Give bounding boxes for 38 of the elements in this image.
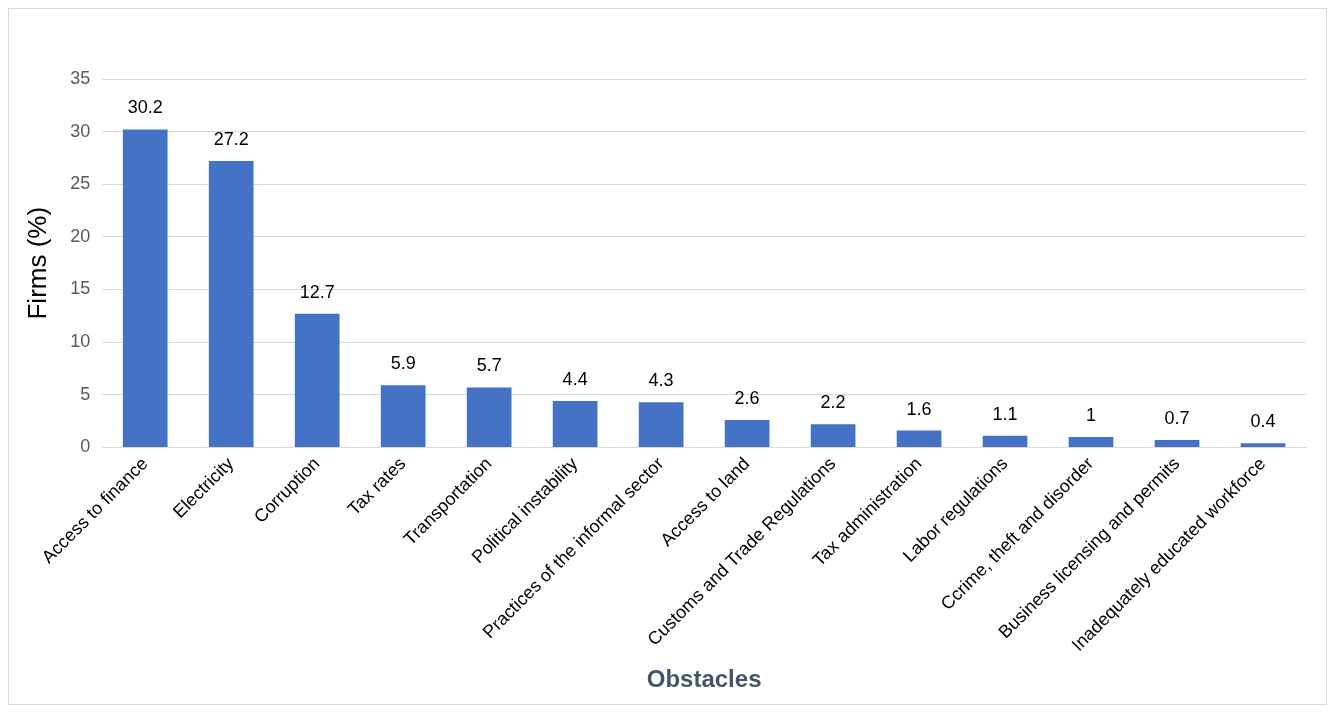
y-tick-label: 15 bbox=[70, 278, 91, 299]
y-tick-label: 35 bbox=[70, 67, 91, 88]
data-label: 2.6 bbox=[734, 388, 760, 409]
bar bbox=[380, 385, 426, 447]
bar bbox=[1154, 440, 1200, 447]
data-label: 1.6 bbox=[906, 398, 932, 419]
y-tick-label: 30 bbox=[70, 120, 91, 141]
bar bbox=[552, 401, 598, 447]
bar bbox=[294, 313, 340, 447]
bar bbox=[1068, 436, 1114, 447]
data-label: 4.4 bbox=[562, 369, 588, 390]
data-label: 1.1 bbox=[992, 403, 1018, 424]
bar bbox=[638, 402, 684, 447]
bar bbox=[724, 420, 770, 447]
x-axis-title: Obstacles bbox=[646, 665, 762, 693]
bar bbox=[982, 435, 1028, 447]
bar bbox=[1240, 443, 1286, 447]
bar bbox=[122, 129, 168, 447]
y-axis-title: Firms (%) bbox=[21, 206, 52, 320]
data-label: 4.3 bbox=[648, 370, 674, 391]
data-label: 30.2 bbox=[127, 97, 163, 118]
y-tick-label: 0 bbox=[80, 436, 91, 457]
data-label: 1 bbox=[1086, 404, 1097, 425]
data-label: 2.2 bbox=[820, 392, 846, 413]
data-label: 12.7 bbox=[299, 281, 335, 302]
data-label: 5.7 bbox=[476, 355, 502, 376]
bar bbox=[896, 430, 942, 447]
y-tick-label: 10 bbox=[70, 331, 91, 352]
bar bbox=[810, 424, 856, 447]
y-tick-label: 5 bbox=[80, 383, 91, 404]
data-label: 0.4 bbox=[1250, 411, 1276, 432]
data-label: 27.2 bbox=[213, 129, 249, 150]
data-label: 0.7 bbox=[1164, 408, 1190, 429]
data-label: 5.9 bbox=[390, 353, 416, 374]
y-tick-label: 20 bbox=[70, 225, 91, 246]
bar bbox=[466, 387, 512, 447]
y-tick-label: 25 bbox=[70, 173, 91, 194]
bar bbox=[208, 161, 254, 447]
